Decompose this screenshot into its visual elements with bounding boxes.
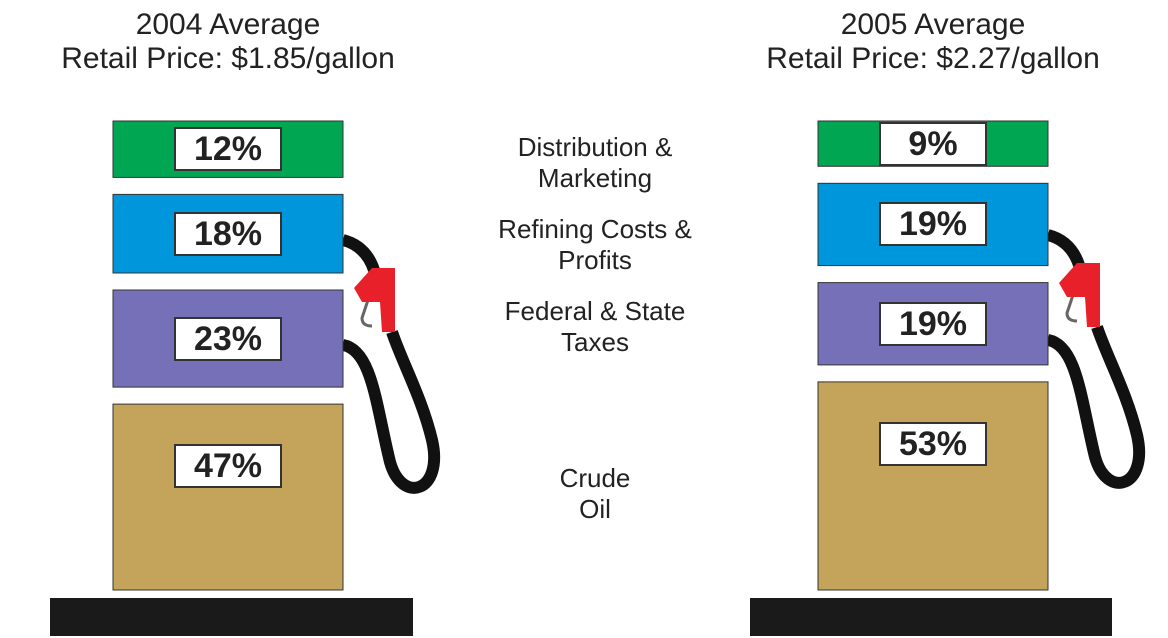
pump-base (50, 598, 413, 636)
segment (817, 381, 1049, 591)
pump-base (750, 598, 1112, 636)
pump-title: 2005 Average Retail Price: $2.27/gallon (766, 8, 1100, 75)
value-label: 12% (174, 127, 282, 172)
pump-hose (341, 234, 440, 494)
value-label: 23% (174, 316, 282, 361)
pump-hose (1046, 229, 1145, 489)
category-label: Distribution & Marketing (517, 132, 673, 193)
value-label: 47% (174, 444, 282, 489)
value-label: 18% (174, 211, 282, 256)
value-label: 19% (879, 202, 987, 247)
category-label: Refining Costs & Profits (498, 214, 692, 275)
segment (112, 403, 344, 591)
value-label: 53% (879, 421, 987, 466)
category-label: Federal & State Taxes (504, 296, 686, 357)
category-label: Crude Oil (559, 463, 631, 524)
value-label: 19% (879, 301, 987, 346)
pump-title: 2004 Average Retail Price: $1.85/gallon (61, 8, 395, 75)
value-label: 9% (879, 121, 987, 166)
